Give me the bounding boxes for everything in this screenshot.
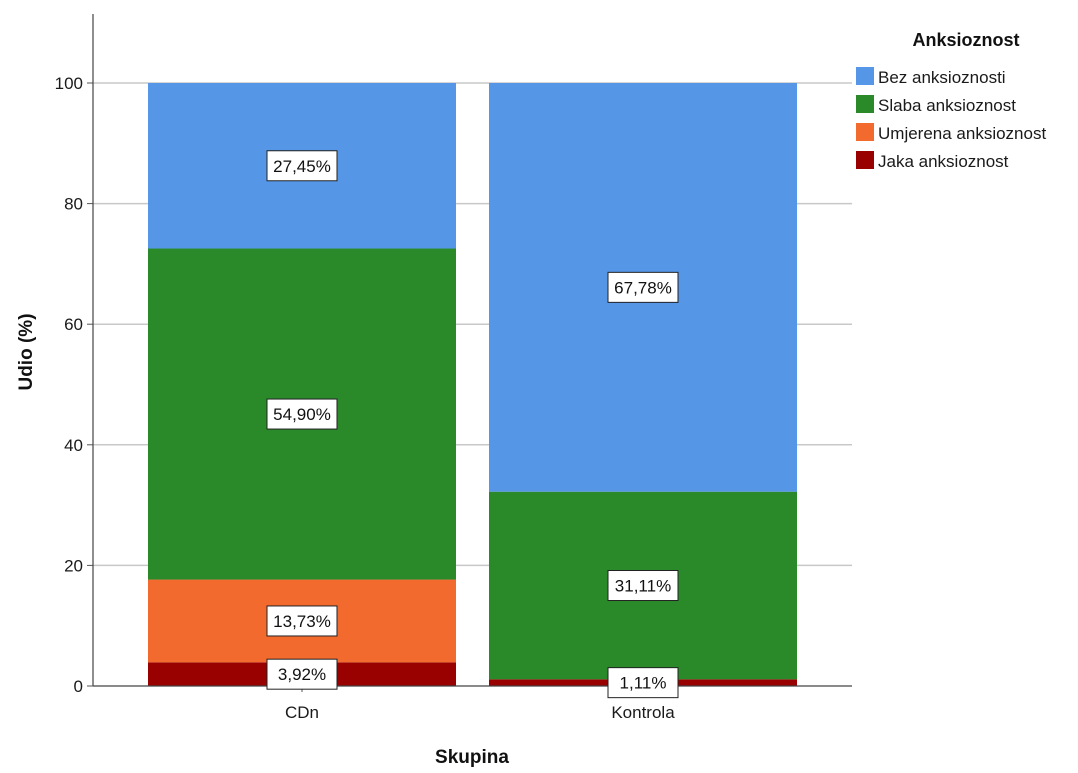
data-label-box (266, 605, 338, 637)
x-tick-label: Kontrola (611, 703, 675, 722)
x-axis-title: Skupina (435, 747, 509, 768)
legend-swatch (856, 95, 874, 113)
legend: Anksioznost Bez anksioznosti Slaba anksio… (856, 30, 1046, 171)
y-tick-label: 100 (55, 74, 83, 93)
data-label: 3,92% (266, 658, 338, 690)
data-label-box (607, 271, 679, 303)
data-label-text: 54,90% (273, 405, 331, 424)
data-label-box (266, 150, 338, 182)
legend-entry: Jaka anksioznost (878, 152, 1009, 171)
data-label-text: 67,78% (614, 278, 672, 297)
y-tick-label: 80 (64, 195, 83, 214)
bars (148, 83, 797, 686)
data-label-text: 27,45% (273, 157, 331, 176)
legend-entry: Bez anksioznosti (878, 68, 1006, 87)
data-label: 13,73% (266, 605, 338, 637)
y-tick-label: 0 (74, 677, 83, 696)
data-label: 54,90% (266, 398, 338, 430)
data-label-box (266, 658, 338, 690)
y-tick-label: 60 (64, 315, 83, 334)
data-label-text: 1,11% (620, 674, 667, 693)
data-label-box (266, 398, 338, 430)
legend-entry: Slaba anksioznost (878, 96, 1016, 115)
axes: 0 20 40 60 80 100 CDn Kontrola (55, 14, 852, 722)
data-label: 27,45% (266, 150, 338, 182)
legend-entry: Umjerena anksioznost (878, 124, 1046, 143)
legend-swatch (856, 123, 874, 141)
data-label-box (607, 570, 679, 602)
data-label: 1,11% (607, 667, 679, 699)
y-tick-label: 40 (64, 436, 83, 455)
y-tick-label: 20 (64, 556, 83, 575)
legend-swatch (856, 67, 874, 85)
data-label-box (607, 667, 679, 699)
data-label-text: 13,73% (273, 612, 331, 631)
data-label-text: 31,11% (615, 577, 671, 596)
legend-swatch (856, 151, 874, 169)
data-labels: 3,92% 13,73% 54,90% 27,45% 1,11% 31,11% 67,78% (266, 150, 679, 699)
legend-title: Anksioznost (912, 30, 1019, 50)
data-label-text: 3,92% (278, 665, 326, 684)
data-label: 67,78% (607, 271, 679, 303)
x-tick-label: CDn (285, 703, 319, 722)
y-axis-title: Udio (%) (16, 313, 37, 390)
data-label: 31,11% (607, 570, 679, 602)
